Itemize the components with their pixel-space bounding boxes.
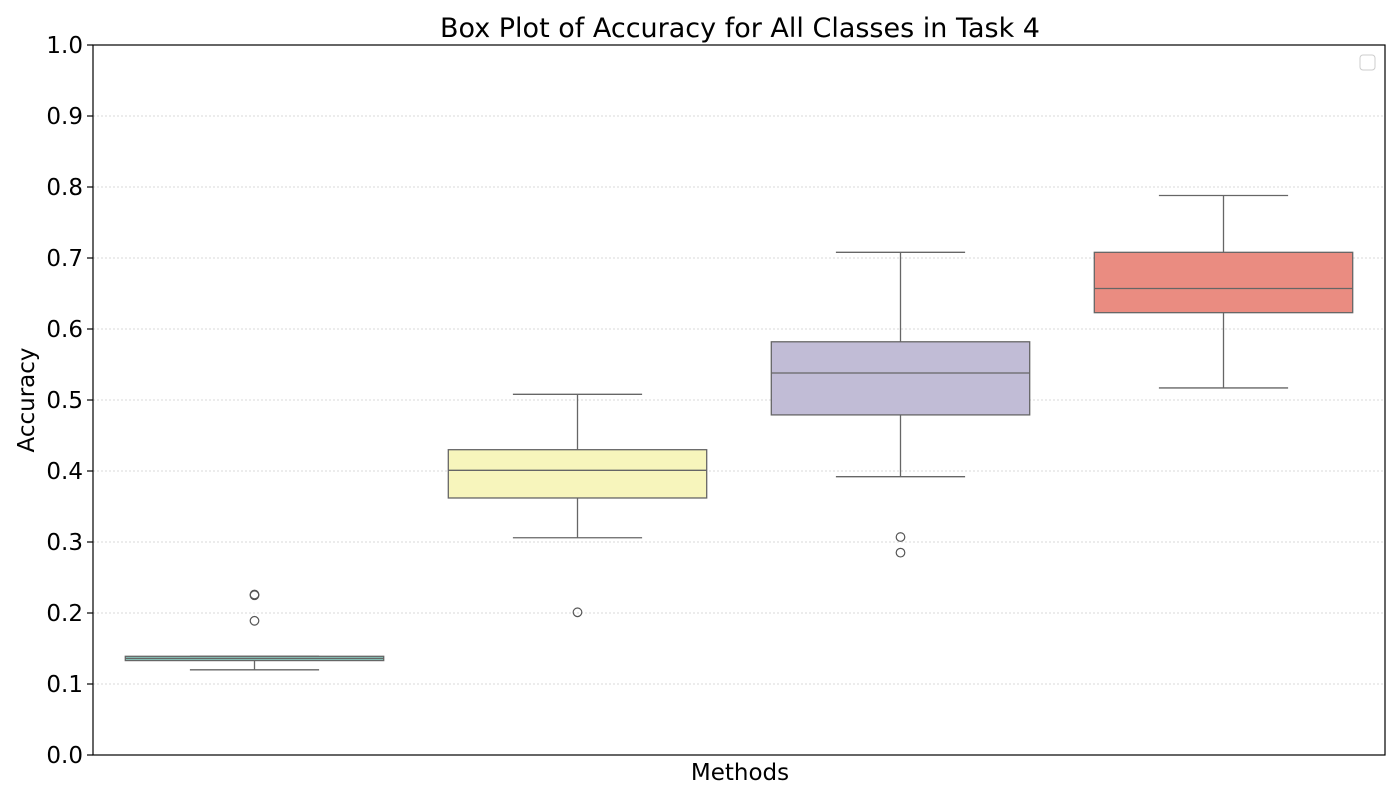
outlier-point (895, 547, 906, 558)
box-series (124, 194, 1354, 671)
y-tick-label: 0.8 (46, 175, 83, 201)
y-tick-label: 0.6 (46, 317, 83, 343)
iqr-box (770, 341, 1031, 416)
legend (1359, 54, 1376, 71)
y-axis-label: Accuracy (14, 347, 40, 452)
y-tick-label: 0.7 (46, 246, 83, 272)
x-axis-label: Methods (691, 760, 789, 786)
outlier-point (572, 607, 583, 618)
y-tick-label: 0.0 (46, 743, 83, 769)
box-group (447, 393, 708, 618)
y-tick-label: 0.3 (46, 530, 83, 556)
y-axis-ticks: 0.0 0.1 0.2 0.3 0.4 0.5 0.6 0.7 0.8 0.9 1.0 (46, 33, 93, 769)
outlier-point (895, 532, 906, 542)
plot-frame (92, 44, 1386, 756)
box-group (1093, 194, 1354, 389)
y-tick-label: 1.0 (46, 33, 83, 59)
y-tick-label: 0.1 (46, 672, 83, 698)
chart-title: Box Plot of Accuracy for All Classes in … (440, 13, 1040, 44)
outlier-point (249, 615, 260, 626)
iqr-box (1093, 251, 1354, 314)
iqr-box (447, 449, 708, 499)
y-tick-label: 0.5 (46, 388, 83, 414)
y-tick-label: 0.9 (46, 104, 83, 130)
box-group (770, 251, 1031, 558)
box-group (124, 589, 385, 671)
outlier-point (249, 589, 260, 600)
y-tick-label: 0.2 (46, 601, 83, 627)
grid-lines (93, 115, 1385, 685)
y-tick-label: 0.4 (46, 459, 83, 485)
